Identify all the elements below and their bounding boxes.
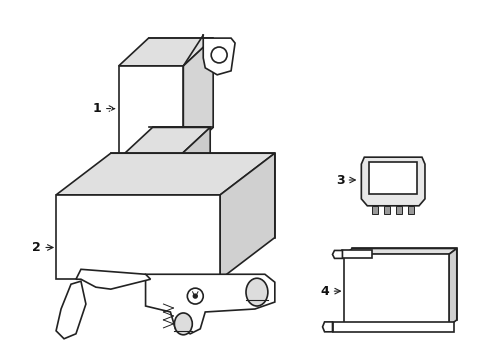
Polygon shape — [361, 157, 425, 206]
Polygon shape — [408, 206, 414, 214]
Polygon shape — [56, 195, 220, 279]
Polygon shape — [352, 248, 457, 320]
Circle shape — [193, 294, 197, 298]
Polygon shape — [122, 155, 180, 183]
Polygon shape — [343, 251, 372, 258]
Polygon shape — [344, 255, 449, 326]
Polygon shape — [220, 153, 275, 279]
Polygon shape — [76, 269, 150, 289]
Polygon shape — [333, 251, 343, 258]
Polygon shape — [333, 322, 454, 332]
Polygon shape — [111, 153, 275, 238]
Polygon shape — [122, 127, 210, 155]
Ellipse shape — [174, 313, 192, 335]
Polygon shape — [56, 153, 275, 195]
Polygon shape — [119, 66, 183, 155]
Polygon shape — [119, 38, 213, 66]
Polygon shape — [203, 38, 235, 75]
Polygon shape — [146, 274, 275, 334]
Text: 2: 2 — [32, 241, 41, 254]
Polygon shape — [152, 127, 210, 155]
Text: 1: 1 — [92, 102, 101, 115]
Text: 3: 3 — [336, 174, 344, 186]
Ellipse shape — [246, 278, 268, 306]
Polygon shape — [369, 162, 417, 194]
Polygon shape — [56, 281, 86, 339]
Polygon shape — [148, 38, 213, 127]
Text: 4: 4 — [321, 285, 329, 298]
Polygon shape — [344, 248, 457, 255]
Polygon shape — [396, 206, 402, 214]
Polygon shape — [180, 127, 210, 183]
Polygon shape — [384, 206, 390, 214]
Polygon shape — [183, 38, 213, 155]
Polygon shape — [322, 322, 333, 332]
Polygon shape — [449, 248, 457, 326]
Polygon shape — [372, 206, 378, 214]
